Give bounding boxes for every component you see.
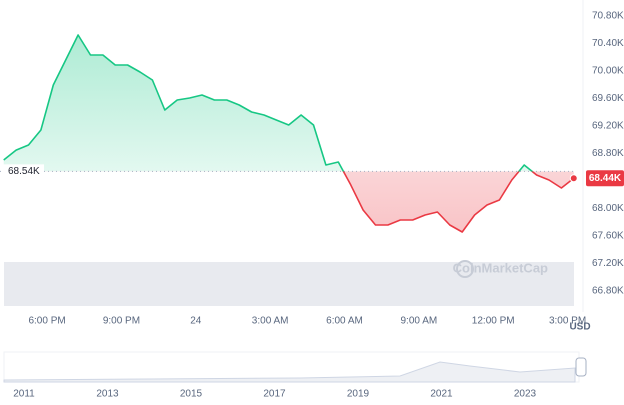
navigator-year: 2015 bbox=[180, 389, 203, 400]
volume-band bbox=[4, 262, 574, 306]
area-above bbox=[3, 35, 574, 172]
x-tick-label: 24 bbox=[190, 316, 202, 327]
navigator-line bbox=[3, 361, 576, 383]
y-tick-label: 70.40K bbox=[592, 38, 624, 49]
navigator-year: 2023 bbox=[514, 389, 537, 400]
navigator-year: 2017 bbox=[263, 389, 286, 400]
navigator-year: 2011 bbox=[13, 389, 35, 400]
x-tick-label: 9:00 PM bbox=[103, 316, 140, 327]
baseline-tag bbox=[2, 164, 44, 179]
price-line bbox=[3, 34, 575, 233]
last-price-label: 68.44K bbox=[589, 173, 622, 184]
baseline-label: 68.54K bbox=[8, 166, 40, 177]
area-below bbox=[3, 171, 574, 232]
x-tick-label: 6:00 PM bbox=[28, 316, 65, 327]
x-tick-label: 9:00 AM bbox=[401, 316, 438, 327]
navigator-handle[interactable] bbox=[575, 357, 587, 377]
y-axis-label: USD bbox=[569, 322, 590, 333]
y-tick-label: 66.80K bbox=[592, 286, 624, 297]
x-tick-label: 12:00 PM bbox=[472, 316, 515, 327]
y-tick-label: 67.60K bbox=[592, 231, 624, 242]
navigator-year: 2019 bbox=[347, 389, 370, 400]
x-tick-label: 3:00 AM bbox=[252, 316, 289, 327]
last-point bbox=[569, 174, 578, 183]
navigator-year: 2021 bbox=[430, 389, 453, 400]
y-tick-label: 68.00K bbox=[592, 203, 624, 214]
watermark-logo bbox=[456, 260, 474, 278]
y-tick-label: 70.00K bbox=[592, 66, 624, 77]
y-tick-label: 69.60K bbox=[592, 93, 624, 104]
x-tick-label: 6:00 AM bbox=[326, 316, 363, 327]
last-price-tag bbox=[586, 170, 624, 187]
navigator-year: 2013 bbox=[96, 389, 119, 400]
x-tick-label: 3:00 PM bbox=[549, 316, 586, 327]
y-tick-label: 67.20K bbox=[592, 258, 624, 269]
watermark: CoinMarketCap bbox=[453, 260, 548, 275]
y-tick-label: 69.20K bbox=[592, 121, 624, 132]
y-tick-label: 68.80K bbox=[592, 148, 624, 159]
y-tick-label: 70.80K bbox=[592, 11, 624, 22]
